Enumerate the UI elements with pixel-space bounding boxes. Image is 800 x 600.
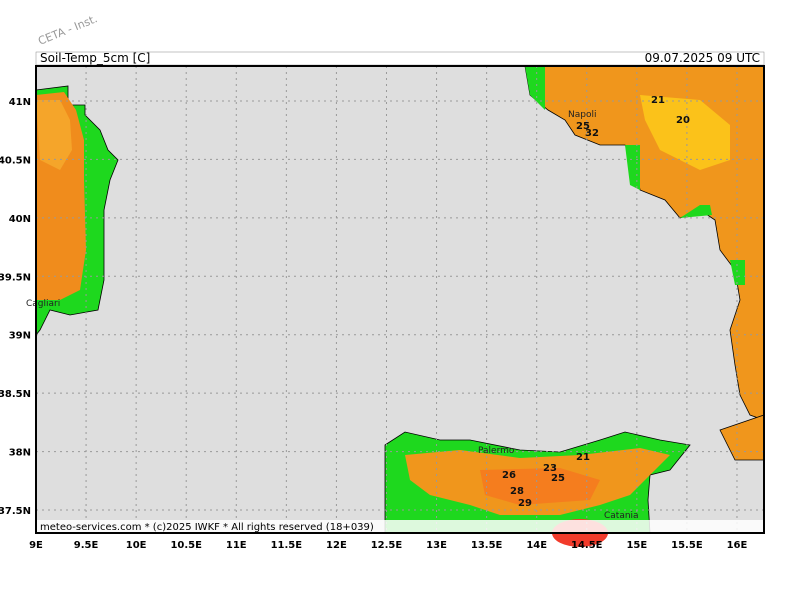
city-label: Palermo	[478, 446, 515, 456]
map-frame	[35, 65, 765, 534]
temp-field	[36, 100, 72, 170]
lon-label: 9E	[29, 540, 43, 551]
lon-label: 11.5E	[271, 540, 303, 551]
lon-label: 13.5E	[471, 540, 503, 551]
lat-label: 38N	[9, 448, 31, 459]
lat-label: 41N	[9, 97, 31, 108]
map-area: Napoli Palermo Catania Cagliari 21 20 25…	[26, 65, 765, 547]
lat-label: 40N	[9, 214, 31, 225]
map-date: 09.07.2025 09 UTC	[645, 51, 760, 65]
city-label: Cagliari	[26, 299, 60, 309]
lon-label: 11E	[226, 540, 247, 551]
lon-label: 13E	[426, 540, 447, 551]
lon-label: 12E	[326, 540, 347, 551]
lon-label: 10E	[126, 540, 147, 551]
footer-text: meteo-services.com * (c)2025 IWKF * All …	[40, 522, 374, 533]
lat-label: 40.5N	[0, 155, 31, 166]
footer-bar	[36, 520, 764, 533]
map-title: Soil-Temp_5cm [C]	[40, 51, 150, 65]
contour-label: 23	[543, 463, 557, 474]
lon-label: 15E	[626, 540, 647, 551]
contour-label: 32	[585, 128, 599, 139]
contour-label: 29	[518, 498, 532, 509]
land-coast	[525, 66, 745, 285]
contour-label: 21	[576, 452, 590, 463]
contour-label: 26	[502, 470, 516, 481]
temp-field	[480, 468, 600, 505]
lon-label: 14E	[526, 540, 547, 551]
contour-label: 25	[576, 121, 590, 132]
lat-label: 37.5N	[0, 506, 31, 517]
lat-label: 39.5N	[0, 272, 31, 283]
lat-label: 39N	[9, 331, 31, 342]
lon-label: 10.5E	[170, 540, 202, 551]
lon-label: 14.5E	[571, 540, 603, 551]
contour-label: 21	[651, 95, 665, 106]
city-label: Napoli	[568, 110, 596, 120]
city-label: Catania	[604, 511, 639, 521]
temp-field	[640, 95, 730, 170]
lon-label: 12.5E	[371, 540, 403, 551]
watermark: CETA - Inst.	[36, 12, 99, 48]
lon-label: 15.5E	[671, 540, 703, 551]
lat-label: 38.5N	[0, 389, 31, 400]
contour-label: 25	[551, 473, 565, 484]
contour-label: 28	[510, 486, 524, 497]
lon-label: 16E	[727, 540, 748, 551]
contour-label: 20	[676, 115, 690, 126]
lon-label: 9.5E	[74, 540, 99, 551]
